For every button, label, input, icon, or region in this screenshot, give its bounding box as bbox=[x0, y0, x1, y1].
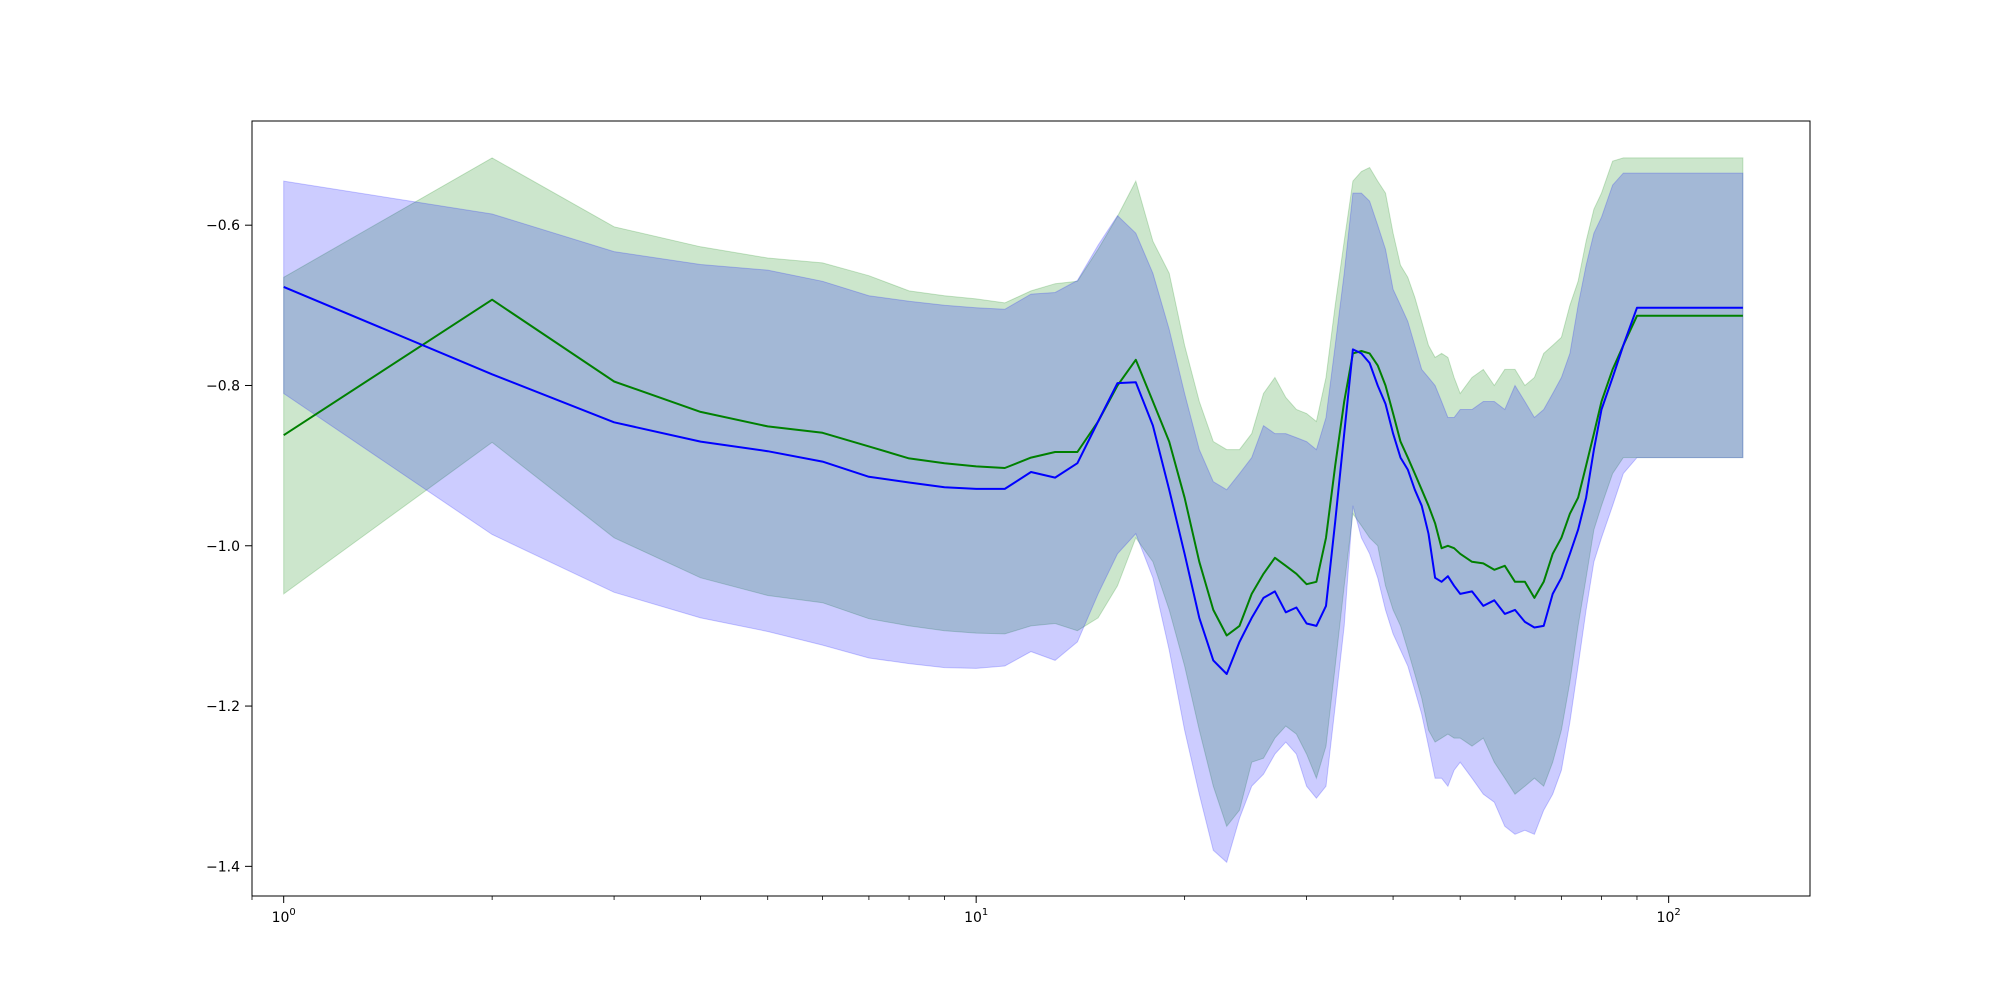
y-tick-label: −1.2 bbox=[206, 699, 240, 715]
x-tick-label: 102 bbox=[1657, 907, 1681, 926]
x-axis: 100 101 102 bbox=[251, 896, 1681, 926]
plot-area bbox=[283, 157, 1744, 864]
y-axis: −0.6 −0.8 −1.0 −1.2 −1.4 bbox=[206, 218, 252, 875]
y-tick-label: −1.4 bbox=[206, 859, 240, 875]
series-2-band bbox=[283, 172, 1744, 864]
series-2-line bbox=[283, 285, 1743, 675]
y-tick-label: −0.6 bbox=[206, 218, 240, 234]
series-1-line bbox=[283, 298, 1743, 637]
x-tick-label: 101 bbox=[964, 907, 988, 926]
y-tick-label: −0.8 bbox=[206, 378, 240, 394]
confidence-bands bbox=[283, 157, 1744, 864]
x-tick-label: 100 bbox=[272, 907, 296, 926]
y-tick-label: −1.0 bbox=[206, 539, 240, 555]
axes-frame bbox=[251, 120, 1811, 897]
series-1-band bbox=[283, 157, 1744, 828]
series-lines bbox=[283, 285, 1743, 675]
